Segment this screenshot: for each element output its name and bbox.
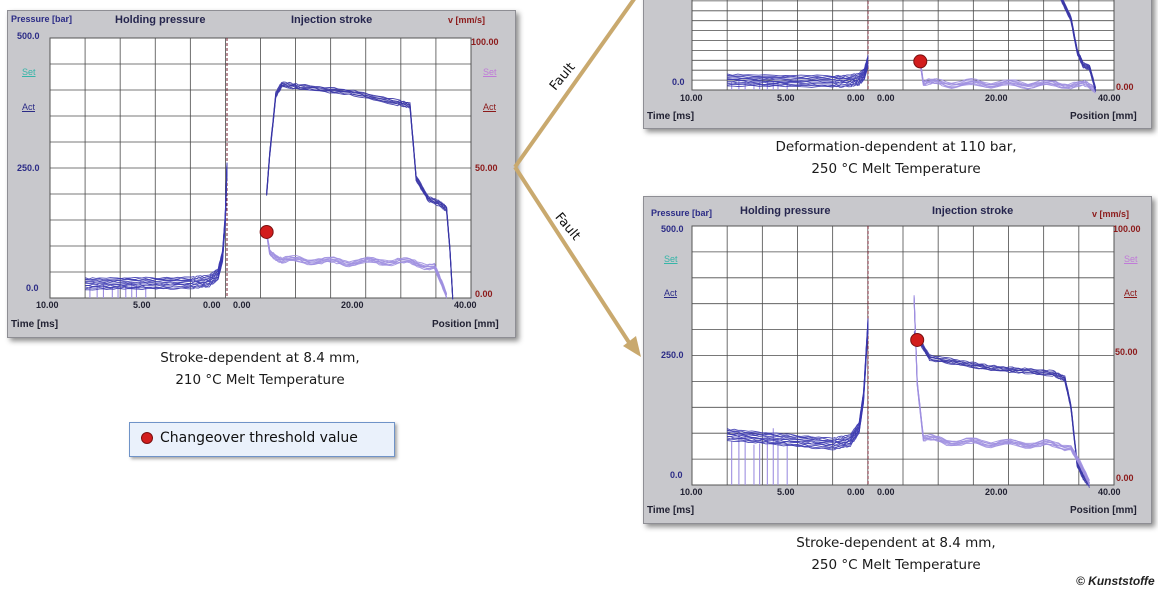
y-tick-velocity-0: 0.00 <box>1116 473 1134 483</box>
fault-arrow-upper <box>513 0 636 169</box>
series-line-pressure-over-position <box>913 299 1090 486</box>
section-title-injection: Injection stroke <box>932 205 1014 217</box>
threshold-legend: Changeover threshold value <box>129 422 395 457</box>
x-axis-label-position: Position [mm] <box>432 319 499 330</box>
series-line-velocity-over-position <box>266 84 454 298</box>
section-title-holding: Holding pressure <box>115 14 206 26</box>
x-tick-position-40: 40.00 <box>1098 487 1121 497</box>
caption-left-line2: 210 °C Melt Temperature <box>175 372 345 388</box>
y-axis-label-pressure: Pressure [bar] <box>651 208 713 218</box>
legend-set-left: Set <box>22 67 36 77</box>
caption-top-right-line1: Deformation-dependent at 110 bar, <box>775 139 1017 155</box>
chart-bottom-right-svg <box>691 225 1115 488</box>
caption-top-right: Deformation-dependent at 110 bar, 250 °C… <box>746 136 1046 180</box>
x-axis-label-position: Position [mm] <box>1070 111 1137 122</box>
series-line-velocity-over-position <box>913 336 1090 488</box>
x-tick-time-0: 0.00 <box>203 300 221 310</box>
x-tick-time-0: 0.00 <box>847 487 865 497</box>
caption-bottom-right-line2: 250 °C Melt Temperature <box>811 557 981 573</box>
x-axis-label-time: Time [ms] <box>11 319 59 330</box>
caption-bottom-right-line1: Stroke-dependent at 8.4 mm, <box>796 535 996 551</box>
series-line-pressure-over-position <box>919 64 1096 94</box>
section-title-injection: Injection stroke <box>291 14 373 26</box>
legend-set-right: Set <box>1124 254 1138 264</box>
threshold-legend-label: Changeover threshold value <box>160 430 358 446</box>
y-tick-pressure-0: 0.0 <box>672 77 685 87</box>
caption-top-right-line2: 250 °C Melt Temperature <box>811 161 981 177</box>
y-axis-label-pressure: Pressure [bar] <box>11 14 73 24</box>
legend-act-left: Act <box>22 102 36 112</box>
fault-label-upper: Fault <box>547 60 579 94</box>
x-tick-position-40: 40.00 <box>1098 93 1121 103</box>
series-line-velocity-over-position <box>1060 0 1097 92</box>
caption-left: Stroke-dependent at 8.4 mm, 210 °C Melt … <box>110 347 410 391</box>
legend-act-right: Act <box>483 102 497 112</box>
y-axis-label-velocity: v [mm/s] <box>1092 209 1130 219</box>
y-tick-velocity-50: 50.00 <box>475 163 498 173</box>
changeover-threshold-marker <box>910 332 925 347</box>
y-tick-pressure-250: 250.0 <box>17 163 40 173</box>
x-tick-position-20: 20.00 <box>985 93 1008 103</box>
series-line-pressure-over-time <box>727 329 869 451</box>
x-tick-position-0: 0.00 <box>877 93 895 103</box>
x-axis-label-time: Time [ms] <box>647 505 695 516</box>
changeover-threshold-marker <box>259 224 274 239</box>
x-tick-time-5: 5.00 <box>133 300 151 310</box>
section-title-holding: Holding pressure <box>740 205 831 217</box>
series-line-pressure-over-position <box>266 235 448 298</box>
x-axis-label-position: Position [mm] <box>1070 505 1137 516</box>
y-tick-pressure-0: 0.0 <box>670 470 683 480</box>
x-tick-position-0: 0.00 <box>233 300 251 310</box>
grid-lines <box>50 38 471 298</box>
chart-panel-bottom-right: Pressure [bar] Holding pressure Injectio… <box>643 196 1152 524</box>
y-tick-pressure-0: 0.0 <box>26 283 39 293</box>
legend-set-left: Set <box>664 254 678 264</box>
y-tick-pressure-500: 500.0 <box>661 224 684 234</box>
x-axis-label-time: Time [ms] <box>647 111 695 122</box>
x-tick-time-0: 0.00 <box>847 93 865 103</box>
series-line-pressure-over-position <box>266 230 448 294</box>
x-tick-position-40: 40.00 <box>454 300 477 310</box>
chart-left-svg <box>49 37 472 300</box>
legend-act-left: Act <box>664 288 678 298</box>
x-tick-position-20: 20.00 <box>341 300 364 310</box>
caption-bottom-right: Stroke-dependent at 8.4 mm, 250 °C Melt … <box>746 532 1046 576</box>
fault-label-lower: Fault <box>551 210 584 244</box>
caption-left-line1: Stroke-dependent at 8.4 mm, <box>160 350 360 366</box>
y-tick-pressure-500: 500.0 <box>17 31 40 41</box>
x-tick-time-10: 10.00 <box>680 487 703 497</box>
x-tick-time-10: 10.00 <box>36 300 59 310</box>
threshold-marker-icon <box>141 432 153 444</box>
y-tick-pressure-250: 250.0 <box>661 350 684 360</box>
fault-arrow-lower <box>513 165 632 346</box>
x-tick-position-0: 0.00 <box>877 487 895 497</box>
legend-set-right: Set <box>483 67 497 77</box>
series-line-pressure-over-position <box>266 235 448 299</box>
series-line-velocity-over-position <box>266 86 454 300</box>
x-tick-time-5: 5.00 <box>777 93 795 103</box>
x-tick-position-20: 20.00 <box>985 487 1008 497</box>
copyright-credit: © Kunststoffe <box>1076 574 1155 588</box>
y-tick-velocity-0: 0.00 <box>1116 82 1134 92</box>
y-axis-label-velocity: v [mm/s] <box>448 15 486 25</box>
chart-top-right-svg <box>691 0 1115 94</box>
series-line-pressure-over-time <box>727 66 869 88</box>
changeover-threshold-marker <box>913 54 928 69</box>
y-tick-velocity-0: 0.00 <box>475 289 493 299</box>
arrowhead-icon <box>623 336 641 357</box>
chart-panel-top-right: 0.0 0.00 10.00 5.00 0.00 0.00 20.00 40.0… <box>643 0 1152 129</box>
chart-panel-left: Pressure [bar] Holding pressure Injectio… <box>7 10 516 338</box>
y-tick-velocity-100: 100.00 <box>1113 224 1141 234</box>
y-tick-velocity-50: 50.00 <box>1115 347 1138 357</box>
legend-act-right: Act <box>1124 288 1138 298</box>
x-tick-time-10: 10.00 <box>680 93 703 103</box>
y-tick-velocity-100: 100.00 <box>471 37 499 47</box>
x-tick-time-5: 5.00 <box>777 487 795 497</box>
series-line-pressure-over-time <box>85 172 228 291</box>
